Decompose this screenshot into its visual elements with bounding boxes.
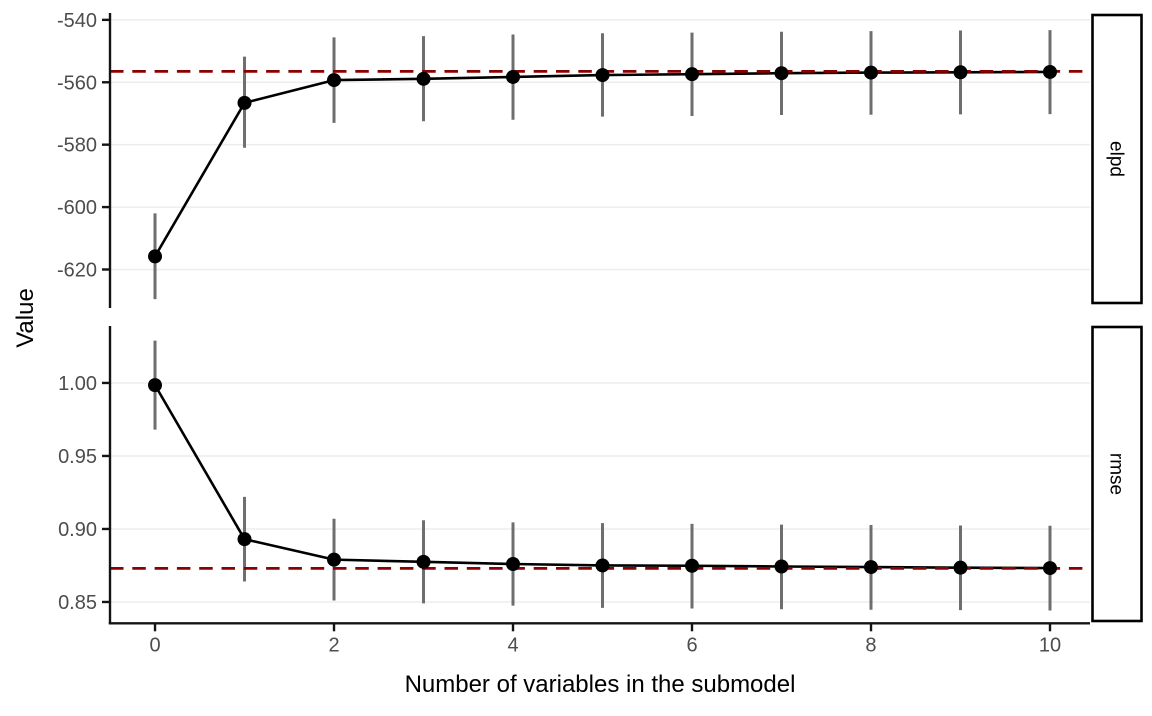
y-axis-title: Value (12, 288, 39, 348)
data-point (774, 66, 789, 81)
data-point (327, 73, 342, 88)
y-tick-label: 0.85 (58, 592, 97, 614)
data-point (953, 560, 968, 575)
data-point (774, 559, 789, 574)
data-point (863, 65, 878, 80)
data-point (685, 558, 700, 573)
panel-elpd: -540 -560 -580 -600 -620 elpd (57, 10, 1143, 308)
y-tick-label: -600 (57, 197, 97, 219)
data-point (148, 249, 163, 264)
data-point (416, 71, 431, 86)
x-tick-label: 0 (149, 634, 160, 656)
x-tick-label: 4 (507, 634, 518, 656)
data-point (1042, 64, 1057, 79)
y-tick-label: 1.00 (58, 373, 97, 395)
facet-strip-label: rmse (1105, 453, 1126, 495)
data-point (237, 532, 252, 547)
data-point (148, 378, 163, 393)
y-tick-label: -560 (57, 72, 97, 94)
data-point (1042, 561, 1057, 576)
y-tick-label: 0.95 (58, 446, 97, 468)
data-point (595, 68, 610, 83)
y-tick-label: -580 (57, 135, 97, 157)
facet-strip (1091, 13, 1143, 305)
data-point (237, 95, 252, 110)
data-point (863, 560, 878, 575)
facet-strip-label: elpd (1105, 141, 1126, 177)
panels-layer: -540 -560 -580 -600 -620 elpd 1.00 0.95 0.90 0.85… (57, 10, 1143, 625)
x-tick-label: 2 (328, 634, 339, 656)
data-point (327, 552, 342, 567)
x-tick-label: 10 (1039, 634, 1061, 656)
data-point (506, 69, 521, 84)
data-point (953, 65, 968, 80)
panel-rmse: 1.00 0.95 0.90 0.85 rmse (58, 325, 1143, 625)
data-point (506, 557, 521, 572)
data-point (595, 558, 610, 573)
x-axis-title: Number of variables in the submodel (405, 671, 796, 698)
x-tick-label: 8 (865, 634, 876, 656)
y-tick-label: -540 (57, 10, 97, 32)
data-point (685, 67, 700, 82)
y-tick-label: 0.90 (58, 519, 97, 541)
facet-strip (1091, 325, 1143, 623)
panel-background (110, 326, 1090, 623)
axes-layer: 0 2 4 6 8 10 (108, 622, 1090, 656)
y-tick-label: -620 (57, 259, 97, 281)
x-tick-label: 6 (686, 634, 697, 656)
panel-background (110, 13, 1090, 306)
data-point (416, 554, 431, 569)
